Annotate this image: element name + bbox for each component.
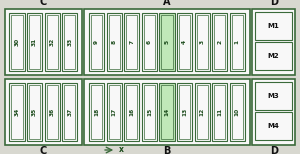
Text: 13: 13 [182, 108, 187, 116]
Bar [106, 83, 122, 141]
Text: 33: 33 [67, 38, 72, 46]
Bar [84, 9, 250, 75]
Bar [89, 13, 104, 71]
Text: 34: 34 [14, 108, 20, 116]
Bar [194, 83, 210, 141]
Text: 30: 30 [14, 38, 20, 46]
Bar [62, 83, 77, 141]
Text: 2: 2 [217, 40, 222, 44]
Bar [177, 13, 192, 71]
Bar [196, 15, 208, 69]
Bar [255, 42, 292, 70]
Bar [255, 12, 292, 40]
Bar [11, 15, 22, 69]
Text: 16: 16 [129, 108, 134, 116]
Text: 18: 18 [94, 108, 99, 116]
Bar [29, 85, 40, 139]
Text: x: x [119, 146, 124, 154]
Bar [212, 13, 227, 71]
Text: D: D [270, 146, 278, 154]
Bar [124, 83, 140, 141]
Text: M1: M1 [268, 23, 280, 29]
Bar [142, 13, 157, 71]
Bar [124, 13, 140, 71]
Bar [9, 13, 25, 71]
Bar [44, 83, 60, 141]
Bar [27, 13, 42, 71]
Text: 3: 3 [200, 40, 205, 44]
Bar [46, 15, 58, 69]
Bar [144, 85, 155, 139]
Text: 35: 35 [32, 108, 37, 116]
Text: 14: 14 [164, 108, 169, 116]
Bar [212, 83, 227, 141]
Bar [161, 15, 172, 69]
Text: 37: 37 [67, 108, 72, 116]
Bar [5, 79, 82, 145]
Text: 5: 5 [164, 40, 169, 44]
Text: 11: 11 [217, 108, 222, 116]
Text: 4: 4 [182, 40, 187, 44]
Bar [44, 13, 60, 71]
Text: 31: 31 [32, 38, 37, 46]
Bar [255, 112, 292, 140]
Bar [91, 15, 102, 69]
Text: 6: 6 [147, 40, 152, 44]
Bar [230, 83, 245, 141]
Bar [109, 85, 120, 139]
Text: C: C [40, 0, 47, 7]
Bar [159, 13, 175, 71]
Bar [126, 15, 137, 69]
Bar [196, 85, 208, 139]
Bar [84, 79, 250, 145]
Bar [230, 13, 245, 71]
Bar [142, 83, 157, 141]
Bar [89, 83, 104, 141]
Bar [232, 85, 243, 139]
Bar [106, 13, 122, 71]
Text: M2: M2 [268, 53, 279, 59]
Bar [126, 85, 137, 139]
Bar [232, 15, 243, 69]
Text: B: B [163, 146, 171, 154]
Text: M4: M4 [268, 123, 280, 129]
Bar [64, 15, 75, 69]
Text: M3: M3 [268, 93, 280, 99]
Bar [179, 15, 190, 69]
Text: D: D [270, 0, 278, 7]
Bar [214, 15, 225, 69]
Text: 17: 17 [112, 108, 117, 116]
Text: 15: 15 [147, 108, 152, 116]
Text: 9: 9 [94, 40, 99, 44]
Bar [91, 85, 102, 139]
Text: 8: 8 [112, 40, 117, 44]
Bar [161, 85, 172, 139]
Text: 7: 7 [129, 40, 134, 44]
Bar [29, 15, 40, 69]
Bar [255, 82, 292, 110]
Bar [9, 83, 25, 141]
Bar [62, 13, 77, 71]
Bar [252, 79, 295, 145]
Text: 32: 32 [50, 38, 55, 46]
Text: 12: 12 [200, 108, 205, 116]
Bar [214, 85, 225, 139]
Bar [179, 85, 190, 139]
Bar [5, 9, 82, 75]
Text: 1: 1 [235, 40, 240, 44]
Text: C: C [40, 146, 47, 154]
Text: A: A [163, 0, 171, 7]
Bar [177, 83, 192, 141]
Text: 36: 36 [50, 108, 55, 116]
Bar [27, 83, 42, 141]
Bar [64, 85, 75, 139]
Bar [194, 13, 210, 71]
Bar [159, 83, 175, 141]
Text: 10: 10 [235, 108, 240, 116]
Bar [46, 85, 58, 139]
Bar [144, 15, 155, 69]
Bar [252, 9, 295, 75]
Bar [109, 15, 120, 69]
Bar [11, 85, 22, 139]
